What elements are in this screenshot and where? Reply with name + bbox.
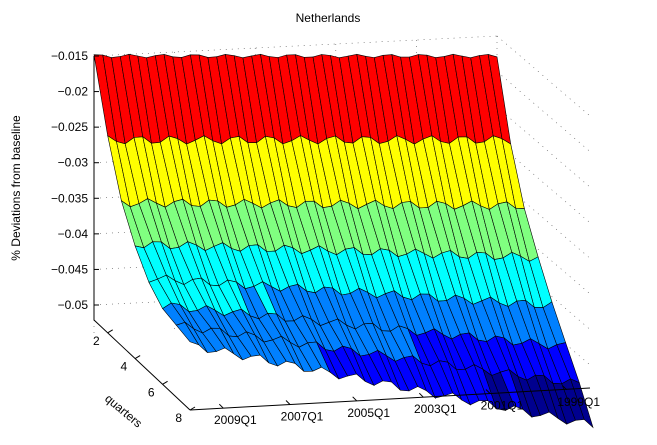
z-gridline	[496, 178, 591, 259]
tick-mark	[285, 400, 291, 405]
z-gridline	[496, 106, 591, 188]
ticks-layer: −0.015 −0.02 −0.025 −0.03 −0.035 −0.04 −0.045 −…	[51, 49, 600, 427]
z-tick-label: −0.02	[58, 85, 89, 99]
tick-mark	[134, 355, 141, 360]
tick-mark	[562, 385, 568, 391]
date-tick-label: 2007Q1	[281, 410, 324, 424]
z-tick-label: −0.03	[58, 156, 89, 170]
z-tick-label: −0.015	[51, 49, 88, 63]
z-tick-label: −0.05	[58, 298, 89, 312]
quarters-tick-label: 2	[93, 334, 100, 348]
z-gridline	[496, 249, 591, 330]
z-tick-label: −0.045	[51, 262, 88, 276]
date-tick-label: 2001Q1	[481, 399, 524, 413]
date-tick-label: 2005Q1	[347, 406, 390, 420]
z-axis-label: % Deviations from baseline	[9, 115, 23, 261]
z-gridline	[496, 284, 591, 366]
tick-mark	[218, 403, 224, 409]
quarters-axis-label: quarters	[102, 391, 145, 430]
quarters-tick-label: 4	[120, 360, 127, 374]
z-tick-label: −0.025	[51, 120, 88, 134]
tick-mark	[162, 380, 168, 385]
date-tick-label: 2009Q1	[214, 413, 257, 427]
z-gridline	[496, 35, 591, 117]
tick-mark	[418, 392, 424, 398]
date-tick-label: 1999Q1	[557, 395, 600, 409]
quarters-axis-line	[93, 319, 191, 411]
surface-patch	[570, 378, 594, 429]
tick-mark	[485, 389, 491, 394]
date-axis-line	[189, 387, 591, 411]
z-tick-label: −0.04	[58, 227, 89, 241]
z-tick-label: −0.035	[51, 191, 88, 205]
z-gridline	[93, 35, 498, 57]
date-tick-label: 2003Q1	[414, 402, 457, 416]
z-gridline	[496, 213, 591, 295]
quarters-tick-label: 8	[175, 411, 182, 425]
chart-title: Netherlands	[296, 11, 361, 25]
quarters-tick-label: 6	[148, 385, 155, 399]
z-gridline	[496, 71, 591, 152]
axes-layer	[93, 56, 591, 411]
tick-mark	[107, 329, 113, 334]
z-gridline	[496, 142, 591, 223]
tick-mark	[352, 396, 358, 402]
surface-layer	[93, 53, 594, 429]
tick-mark	[189, 406, 196, 411]
